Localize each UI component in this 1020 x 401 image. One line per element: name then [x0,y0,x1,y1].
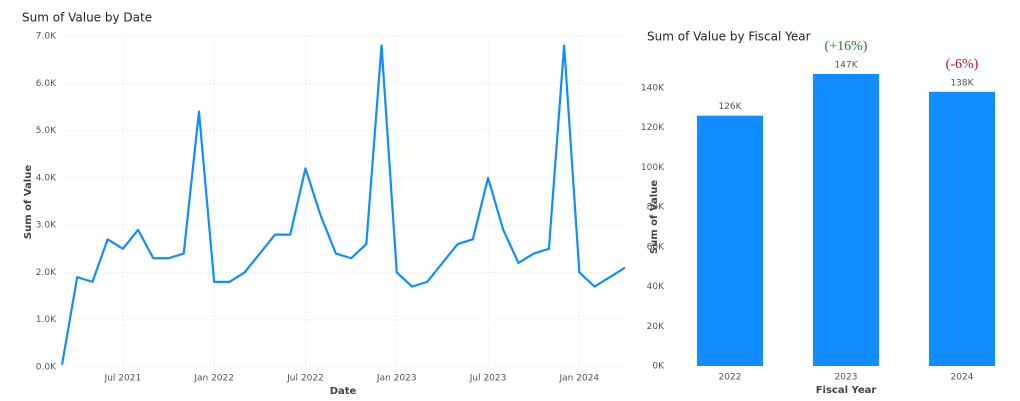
x-tick-label: Jul 2021 [104,374,142,384]
x-tick-label: 2024 [951,373,974,383]
value-label: 126K [718,102,742,112]
x-tick-label: Jan 2023 [376,374,417,384]
annotation: (+16%) [825,39,868,54]
bar [928,91,996,366]
value-label: 138K [950,78,974,88]
value-label: 147K [834,60,858,70]
bar-title: Sum of Value by Fiscal Year [647,30,811,44]
y-tick-label: 0K [652,362,665,372]
bar-y-label: Sum of Value [649,180,660,254]
y-tick-label: 0.0K [36,363,57,373]
y-tick-label: 140K [641,83,665,93]
x-tick-label: Jan 2022 [193,374,234,384]
x-tick-label: 2023 [835,373,858,383]
y-tick-label: 20K [647,322,665,332]
y-tick-label: 6.0K [36,79,57,89]
y-tick-label: 4.0K [36,173,57,183]
line [60,44,626,365]
bar-x-label: Fiscal Year [816,385,877,396]
bar [696,115,764,367]
line-y-label: Sum of Value [23,165,34,239]
y-tick-label: 3.0K [36,221,57,231]
x-tick-label: Jan 2024 [559,374,600,384]
y-tick-label: 7.0K [36,32,57,42]
x-tick-label: 2022 [719,373,742,383]
bar [812,73,880,367]
y-tick-label: 1.0K [36,315,57,325]
annotation: (-6%) [946,57,979,72]
y-tick-label: 100K [641,163,665,173]
y-tick-label: 120K [641,123,665,133]
y-tick-label: 60K [647,242,665,252]
y-tick-label: 40K [647,282,665,292]
x-tick-label: Jul 2023 [469,374,507,384]
y-tick-label: 80K [647,203,665,213]
line-title: Sum of Value by Date [22,11,152,25]
line-x-label: Date [330,386,357,397]
y-tick-label: 5.0K [36,126,57,136]
y-tick-label: 2.0K [36,268,57,278]
x-tick-label: Jul 2022 [286,374,324,384]
